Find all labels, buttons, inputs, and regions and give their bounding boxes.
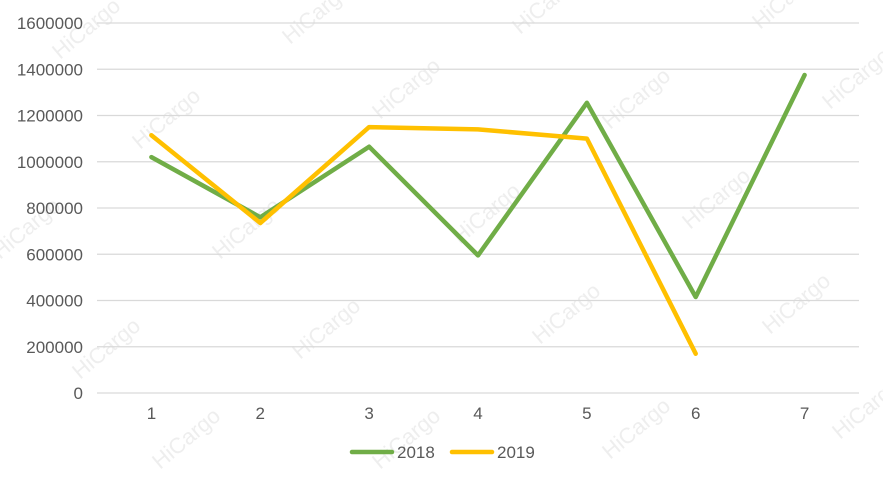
series-line-2018 (149, 72, 807, 300)
watermark-text: HiCargo (147, 403, 225, 474)
series-lines (149, 72, 807, 356)
watermark-text: HiCargo (597, 63, 675, 134)
x-axis: 1 2 3 4 5 6 7 (147, 404, 810, 423)
watermark-text: HiCargo (127, 83, 205, 154)
y-tick-label: 800000 (26, 199, 83, 218)
y-tick-label: 1200000 (17, 107, 83, 126)
y-tick-label: 400000 (26, 292, 83, 311)
watermark-text: HiCargo (277, 0, 355, 49)
x-tick-label: 1 (147, 404, 156, 423)
watermark-text: HiCargo (507, 0, 585, 39)
legend-label: 2019 (497, 443, 535, 462)
watermark-text: HiCargo (367, 53, 445, 124)
x-tick-label: 4 (473, 404, 482, 423)
watermark-text: HiCargo (827, 373, 883, 444)
x-tick-label: 5 (582, 404, 591, 423)
watermark-text: HiCargo (207, 193, 285, 264)
legend-item-2019: 2019 (449, 443, 535, 462)
x-tick-label: 6 (691, 404, 700, 423)
legend-label: 2018 (397, 443, 435, 462)
watermark-text: HiCargo (597, 393, 675, 464)
x-tick-label: 7 (800, 404, 809, 423)
y-tick-label: 600000 (26, 245, 83, 264)
y-axis: 0 200000 400000 600000 800000 1000000 1200000 1… (17, 14, 83, 403)
x-tick-label: 3 (364, 404, 373, 423)
gridlines (97, 22, 859, 394)
series-line-2019 (149, 124, 698, 356)
watermark-text: HiCargo (757, 268, 835, 339)
y-tick-label: 1000000 (17, 153, 83, 172)
watermark-text: HiCargo (817, 43, 883, 114)
legend: 2018 2019 (349, 443, 535, 462)
y-tick-label: 1600000 (17, 14, 83, 33)
x-tick-label: 2 (256, 404, 265, 423)
legend-item-2018: 2018 (349, 443, 435, 462)
y-tick-label: 1400000 (17, 60, 83, 79)
y-tick-label: 0 (74, 384, 83, 403)
y-tick-label: 200000 (26, 338, 83, 357)
watermark-text: HiCargo (367, 403, 445, 474)
watermark-text: HiCargo (527, 278, 605, 349)
watermark-text: HiCargo (287, 293, 365, 364)
watermark-text: HiCargo (747, 0, 825, 34)
